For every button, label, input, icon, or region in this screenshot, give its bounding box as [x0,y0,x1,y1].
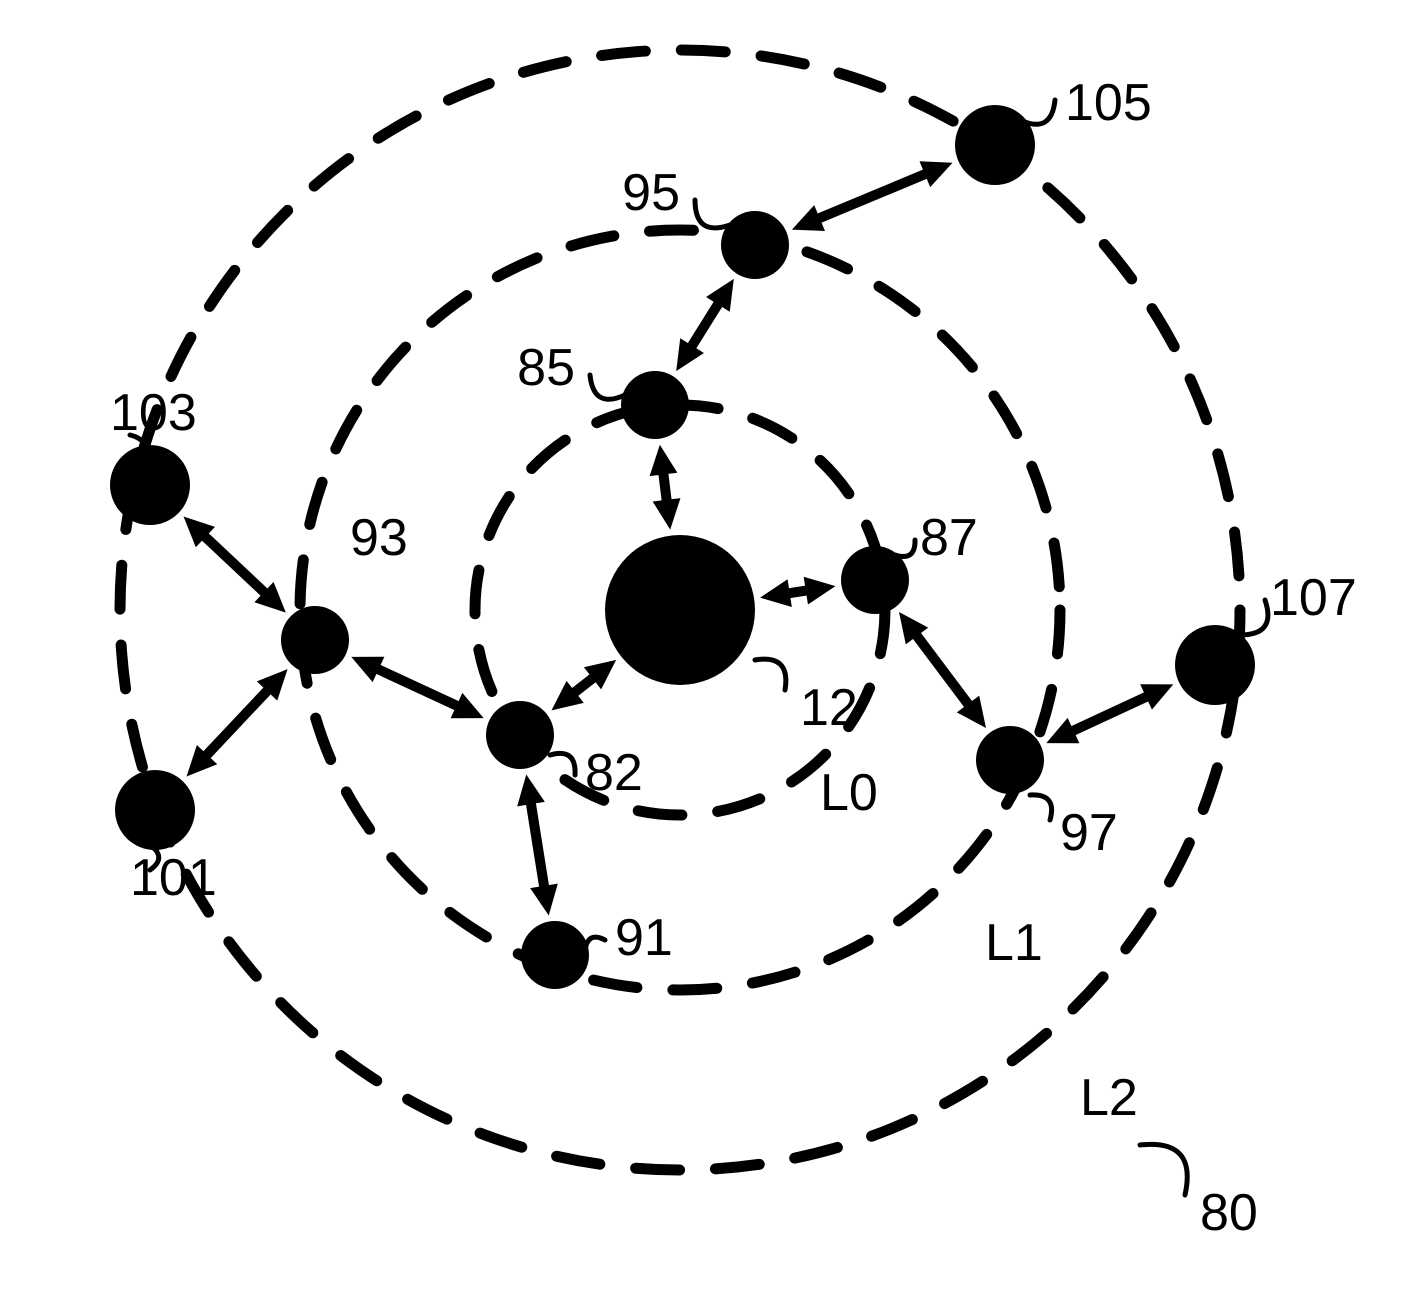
lbl-L2: L2 [1080,1069,1138,1127]
leader-lbl-85 [590,375,625,399]
lbl-105: 105 [1065,74,1152,132]
arrowhead [517,775,545,807]
node-n95 [721,211,789,279]
network-diagram: 12 L0 L1 L2 85 87 82 95 97 91 93 105 107 103 101 80 [0,0,1418,1308]
lbl-87: 87 [920,509,978,567]
arrowhead [804,577,836,605]
lbl-91: 91 [615,909,673,967]
lbl-93: 93 [350,509,408,567]
edge-n82-n91 [529,791,546,899]
node-n101 [115,770,195,850]
node-n103 [110,445,190,525]
leader-lbl-87 [895,540,915,557]
edge-n82-n93 [366,664,468,711]
lbl-101: 101 [130,849,217,907]
lbl-97: 97 [1060,804,1118,862]
leader-lbl-12 [755,659,786,690]
node-n85 [621,371,689,439]
edge-n95-n105 [807,169,937,223]
lbl-107: 107 [1270,569,1357,627]
lbl-103: 103 [110,384,197,442]
node-n82 [486,701,554,769]
arrowhead [653,498,681,529]
lbl-L0: L0 [820,764,878,822]
arrowhead [760,579,792,607]
edge-n87-n97 [909,625,976,715]
lbl-95: 95 [622,164,680,222]
edge-n97-n107 [1061,691,1158,736]
lbl-80: 80 [1200,1184,1258,1242]
node-n105 [955,105,1035,185]
edge-n93-n101 [198,681,276,764]
node-n93 [281,606,349,674]
node-n12 [605,535,755,685]
leader-lbl-97 [1030,795,1052,820]
leader-lbl-95 [695,200,730,228]
leader-lbl-82 [550,753,575,775]
lbl-L1: L1 [985,914,1043,972]
arrowhead [650,445,678,476]
lbl-12: 12 [800,679,858,737]
leader-lbl-80 [1140,1144,1187,1195]
node-n91 [521,921,589,989]
lbl-82: 82 [585,744,643,802]
leader-lbl-105 [1020,100,1055,124]
arrowhead [530,884,558,916]
lbl-85: 85 [517,339,575,397]
node-n97 [976,726,1044,794]
edge-n93-n103 [196,528,274,602]
